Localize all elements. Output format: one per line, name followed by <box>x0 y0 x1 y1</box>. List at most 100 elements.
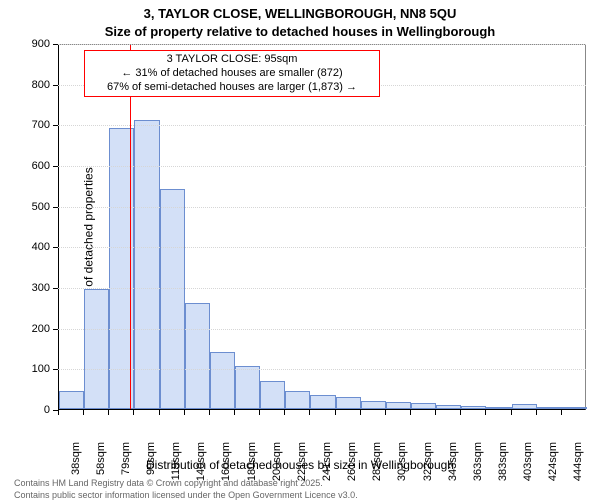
x-tick <box>83 410 84 415</box>
gridline-h <box>58 207 586 208</box>
gridline-h <box>58 329 586 330</box>
y-tick-label: 300 <box>0 282 50 294</box>
x-tick-label: 241sqm <box>321 442 333 487</box>
chart-title-main: 3, TAYLOR CLOSE, WELLINGBOROUGH, NN8 5QU <box>0 6 600 21</box>
histogram-bar <box>310 395 335 409</box>
y-tick <box>53 207 58 208</box>
histogram-bar <box>486 407 511 409</box>
x-tick-label: 140sqm <box>195 442 207 487</box>
marker-line <box>130 45 131 409</box>
chart-container: { "chart": { "type": "histogram", "title… <box>0 0 600 500</box>
histogram-bar <box>235 366 260 409</box>
gridline-h <box>58 247 586 248</box>
chart-title-sub: Size of property relative to detached ho… <box>0 24 600 39</box>
x-tick-label: 38sqm <box>70 442 82 487</box>
histogram-bar <box>160 189 185 409</box>
x-tick <box>385 410 386 415</box>
y-tick-label: 600 <box>0 160 50 172</box>
x-tick-label: 119sqm <box>170 442 182 487</box>
histogram-bar <box>461 406 486 409</box>
x-tick <box>184 410 185 415</box>
credits-line-2: Contains public sector information licen… <box>14 490 358 500</box>
x-tick <box>435 410 436 415</box>
x-tick <box>536 410 537 415</box>
histogram-bar <box>562 407 587 409</box>
gridline-h <box>58 125 586 126</box>
histogram-bar <box>386 402 411 409</box>
annotation-line-1: 3 TAYLOR CLOSE: 95sqm <box>89 53 375 67</box>
histogram-bar <box>436 405 461 409</box>
x-tick <box>133 410 134 415</box>
annotation-line-2: ← 31% of detached houses are smaller (87… <box>89 67 375 81</box>
x-tick <box>485 410 486 415</box>
x-tick-label: 58sqm <box>95 442 107 487</box>
x-tick-label: 383sqm <box>497 442 509 487</box>
y-tick-label: 100 <box>0 363 50 375</box>
histogram-bar <box>537 407 562 409</box>
annotation-box: 3 TAYLOR CLOSE: 95sqm← 31% of detached h… <box>84 50 380 97</box>
histogram-bar <box>361 401 386 409</box>
x-tick <box>284 410 285 415</box>
x-tick <box>511 410 512 415</box>
gridline-h <box>58 369 586 370</box>
y-tick <box>53 329 58 330</box>
x-tick <box>234 410 235 415</box>
y-tick <box>53 247 58 248</box>
x-tick <box>360 410 361 415</box>
y-tick <box>53 166 58 167</box>
histogram-bar <box>210 352 235 409</box>
x-tick <box>460 410 461 415</box>
y-tick <box>53 125 58 126</box>
x-tick-label: 180sqm <box>246 442 258 487</box>
x-tick-label: 444sqm <box>572 442 584 487</box>
x-tick-label: 302sqm <box>396 442 408 487</box>
x-tick <box>410 410 411 415</box>
y-tick-label: 500 <box>0 201 50 213</box>
x-tick <box>108 410 109 415</box>
y-tick-label: 900 <box>0 38 50 50</box>
y-tick <box>53 85 58 86</box>
x-tick-label: 99sqm <box>145 442 157 487</box>
x-tick <box>159 410 160 415</box>
x-tick-label: 221sqm <box>296 442 308 487</box>
gridline-h <box>58 44 586 45</box>
x-tick <box>561 410 562 415</box>
x-tick <box>209 410 210 415</box>
y-tick <box>53 44 58 45</box>
y-tick-label: 800 <box>0 79 50 91</box>
x-tick-label: 200sqm <box>271 442 283 487</box>
x-tick-label: 160sqm <box>220 442 232 487</box>
annotation-line-3: 67% of semi-detached houses are larger (… <box>89 81 375 95</box>
histogram-bar <box>134 120 159 409</box>
histogram-bar <box>260 381 285 409</box>
gridline-h <box>58 166 586 167</box>
x-tick <box>335 410 336 415</box>
x-tick-label: 261sqm <box>346 442 358 487</box>
histogram-bar <box>59 391 84 409</box>
histogram-bar <box>109 128 134 409</box>
x-tick-label: 363sqm <box>472 442 484 487</box>
y-tick-label: 700 <box>0 119 50 131</box>
x-tick <box>58 410 59 415</box>
x-tick-label: 282sqm <box>371 442 383 487</box>
y-tick <box>53 288 58 289</box>
x-tick-label: 424sqm <box>547 442 559 487</box>
x-tick <box>309 410 310 415</box>
plot-area <box>58 44 586 410</box>
histogram-bar <box>84 289 109 409</box>
y-tick-label: 200 <box>0 323 50 335</box>
x-tick-label: 79sqm <box>120 442 132 487</box>
x-tick-label: 403sqm <box>522 442 534 487</box>
x-tick <box>259 410 260 415</box>
y-tick <box>53 369 58 370</box>
x-tick-label: 343sqm <box>447 442 459 487</box>
x-tick-label: 322sqm <box>422 442 434 487</box>
y-tick-label: 400 <box>0 241 50 253</box>
histogram-bar <box>411 403 436 409</box>
y-tick-label: 0 <box>0 404 50 416</box>
gridline-h <box>58 288 586 289</box>
histogram-bar <box>285 391 310 409</box>
histogram-bar <box>336 397 361 409</box>
histogram-bar <box>512 404 537 409</box>
histogram-bar <box>185 303 210 409</box>
